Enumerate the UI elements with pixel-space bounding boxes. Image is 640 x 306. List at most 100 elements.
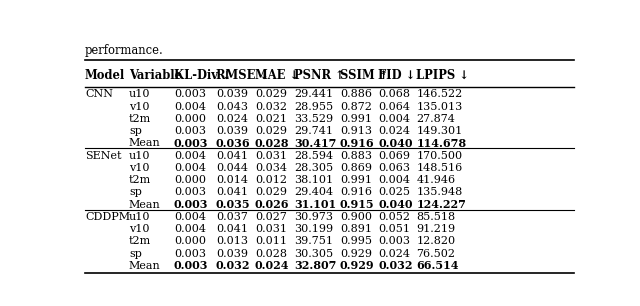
Text: 30.199: 30.199 — [294, 224, 333, 234]
Text: Model: Model — [85, 69, 125, 82]
Text: 0.915: 0.915 — [340, 199, 374, 210]
Text: sp: sp — [129, 188, 142, 197]
Text: 0.003: 0.003 — [174, 188, 206, 197]
Text: Mean: Mean — [129, 138, 161, 148]
Text: 0.037: 0.037 — [216, 212, 248, 222]
Text: 29.404: 29.404 — [294, 188, 333, 197]
Text: 0.021: 0.021 — [255, 114, 287, 124]
Text: 0.041: 0.041 — [216, 151, 248, 161]
Text: 0.004: 0.004 — [174, 151, 206, 161]
Text: 0.004: 0.004 — [378, 175, 410, 185]
Text: 29.741: 29.741 — [294, 126, 333, 136]
Text: 41.946: 41.946 — [416, 175, 455, 185]
Text: 0.000: 0.000 — [174, 237, 206, 246]
Text: Variable: Variable — [129, 69, 182, 82]
Text: 0.043: 0.043 — [216, 102, 248, 112]
Text: t2m: t2m — [129, 237, 151, 246]
Text: 0.029: 0.029 — [255, 89, 287, 99]
Text: 0.069: 0.069 — [378, 151, 410, 161]
Text: 0.052: 0.052 — [378, 212, 410, 222]
Text: 76.502: 76.502 — [416, 249, 455, 259]
Text: v10: v10 — [129, 224, 149, 234]
Text: 0.028: 0.028 — [255, 138, 289, 149]
Text: 12.820: 12.820 — [416, 237, 455, 246]
Text: sp: sp — [129, 249, 142, 259]
Text: t2m: t2m — [129, 114, 151, 124]
Text: 0.035: 0.035 — [216, 199, 250, 210]
Text: 0.916: 0.916 — [340, 188, 372, 197]
Text: KL-Div ↓: KL-Div ↓ — [174, 69, 232, 82]
Text: 0.039: 0.039 — [216, 89, 248, 99]
Text: 0.044: 0.044 — [216, 163, 248, 173]
Text: 0.029: 0.029 — [255, 188, 287, 197]
Text: 0.003: 0.003 — [174, 89, 206, 99]
Text: LPIPS ↓: LPIPS ↓ — [416, 69, 469, 82]
Text: 0.025: 0.025 — [378, 188, 410, 197]
Text: 0.991: 0.991 — [340, 114, 372, 124]
Text: 0.039: 0.039 — [216, 126, 248, 136]
Text: 0.872: 0.872 — [340, 102, 372, 112]
Text: 0.929: 0.929 — [340, 260, 374, 271]
Text: 0.004: 0.004 — [378, 114, 410, 124]
Text: 0.004: 0.004 — [174, 224, 206, 234]
Text: 0.003: 0.003 — [378, 237, 410, 246]
Text: 0.004: 0.004 — [174, 212, 206, 222]
Text: 148.516: 148.516 — [416, 163, 463, 173]
Text: 114.678: 114.678 — [416, 138, 467, 149]
Text: RMSE ↓: RMSE ↓ — [216, 69, 269, 82]
Text: u10: u10 — [129, 151, 150, 161]
Text: u10: u10 — [129, 212, 150, 222]
Text: 0.004: 0.004 — [174, 163, 206, 173]
Text: 135.948: 135.948 — [416, 188, 463, 197]
Text: 38.101: 38.101 — [294, 175, 333, 185]
Text: 0.024: 0.024 — [255, 260, 289, 271]
Text: SENet: SENet — [85, 151, 122, 161]
Text: 0.041: 0.041 — [216, 224, 248, 234]
Text: 0.004: 0.004 — [174, 102, 206, 112]
Text: 0.883: 0.883 — [340, 151, 372, 161]
Text: 0.991: 0.991 — [340, 175, 372, 185]
Text: 29.441: 29.441 — [294, 89, 333, 99]
Text: 0.916: 0.916 — [340, 138, 374, 149]
Text: 0.003: 0.003 — [174, 260, 209, 271]
Text: PSNR ↑: PSNR ↑ — [294, 69, 345, 82]
Text: Mean: Mean — [129, 200, 161, 210]
Text: 0.039: 0.039 — [216, 249, 248, 259]
Text: v10: v10 — [129, 102, 149, 112]
Text: 85.518: 85.518 — [416, 212, 455, 222]
Text: 0.027: 0.027 — [255, 212, 287, 222]
Text: 0.995: 0.995 — [340, 237, 372, 246]
Text: 0.024: 0.024 — [378, 249, 410, 259]
Text: 0.900: 0.900 — [340, 212, 372, 222]
Text: 30.417: 30.417 — [294, 138, 337, 149]
Text: u10: u10 — [129, 89, 150, 99]
Text: v10: v10 — [129, 163, 149, 173]
Text: CNN: CNN — [85, 89, 113, 99]
Text: 0.032: 0.032 — [378, 260, 413, 271]
Text: 124.227: 124.227 — [416, 199, 466, 210]
Text: 0.003: 0.003 — [174, 199, 209, 210]
Text: 0.003: 0.003 — [174, 126, 206, 136]
Text: 28.955: 28.955 — [294, 102, 333, 112]
Text: 0.024: 0.024 — [378, 126, 410, 136]
Text: 28.305: 28.305 — [294, 163, 333, 173]
Text: 0.032: 0.032 — [255, 102, 287, 112]
Text: sp: sp — [129, 126, 142, 136]
Text: 27.874: 27.874 — [416, 114, 455, 124]
Text: 0.014: 0.014 — [216, 175, 248, 185]
Text: 0.051: 0.051 — [378, 224, 410, 234]
Text: 0.003: 0.003 — [174, 249, 206, 259]
Text: 0.034: 0.034 — [255, 163, 287, 173]
Text: 30.305: 30.305 — [294, 249, 333, 259]
Text: 39.751: 39.751 — [294, 237, 333, 246]
Text: 0.869: 0.869 — [340, 163, 372, 173]
Text: 33.529: 33.529 — [294, 114, 333, 124]
Text: 32.807: 32.807 — [294, 260, 337, 271]
Text: 0.032: 0.032 — [216, 260, 250, 271]
Text: 0.913: 0.913 — [340, 126, 372, 136]
Text: 135.013: 135.013 — [416, 102, 463, 112]
Text: t2m: t2m — [129, 175, 151, 185]
Text: 0.003: 0.003 — [174, 138, 209, 149]
Text: 0.031: 0.031 — [255, 151, 287, 161]
Text: 146.522: 146.522 — [416, 89, 463, 99]
